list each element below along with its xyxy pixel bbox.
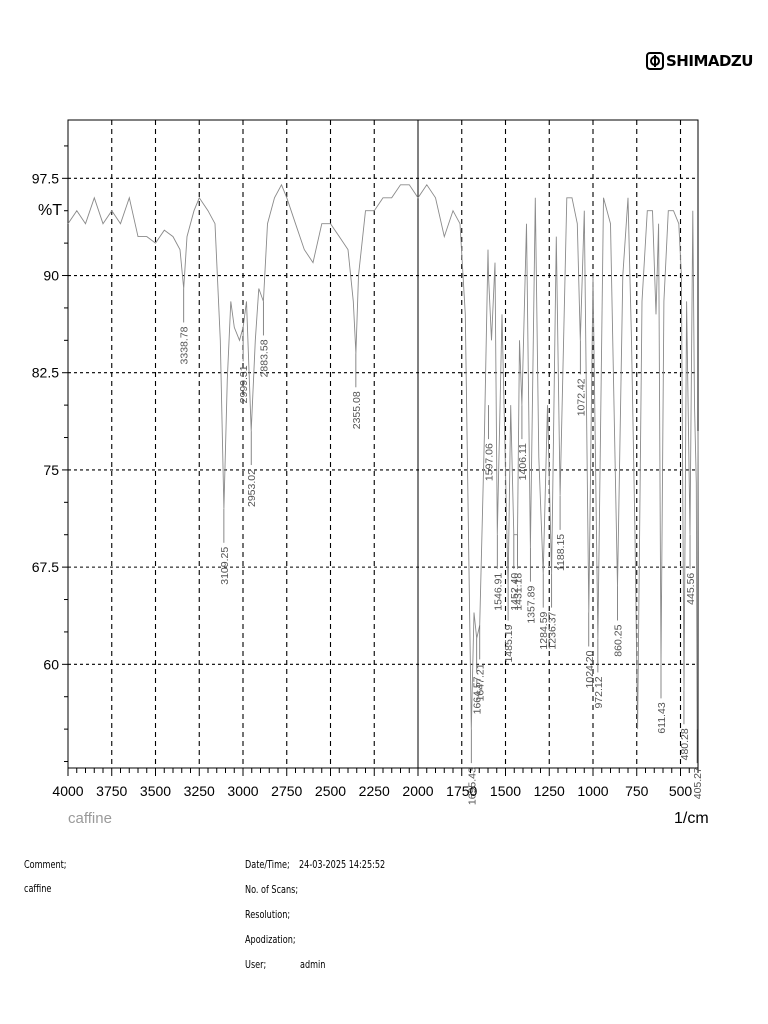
peak-label: 445.56 <box>685 573 697 605</box>
x-tick-label: 2750 <box>271 783 302 799</box>
x-tick-label: 3250 <box>184 783 215 799</box>
spectrum-trace <box>67 183 699 730</box>
peak-label: 1406.11 <box>517 443 529 480</box>
user-label: User; <box>245 958 267 971</box>
brand-name: SHIMADZU <box>666 52 753 70</box>
y-tick-label: 67.5 <box>32 559 59 575</box>
x-tick-label: 3750 <box>96 783 127 799</box>
peak-label: 1485.19 <box>503 624 515 662</box>
peak-label: 860.25 <box>612 624 624 656</box>
axis-ticks <box>62 145 699 776</box>
x-tick-label: 1750 <box>446 783 477 799</box>
peak-label: 3338.78 <box>179 326 191 364</box>
shimadzu-logo: SHIMADZU <box>646 50 753 72</box>
peak-label: 611.43 <box>656 702 668 733</box>
peak-label: 1236.37 <box>547 611 559 649</box>
x-tick-label: 2500 <box>315 783 346 799</box>
y-tick-label: 60 <box>43 656 59 672</box>
x-tick-label: 750 <box>625 783 649 799</box>
x-tick-label: 2000 <box>402 783 433 799</box>
peak-label: 1452.40 <box>509 573 521 611</box>
axis-labels: 60 67.5 75 82.5 90 97.5 4000 3750 3500 3250 3000 27… <box>32 170 693 799</box>
x-tick-label: 3500 <box>140 783 171 799</box>
comment-value: caffine <box>24 882 52 895</box>
peak-label: 480.28 <box>679 728 691 760</box>
peak-label: 2883.58 <box>258 339 270 377</box>
x-tick-label: 2250 <box>359 783 390 799</box>
shimadzu-logo-icon <box>646 52 664 70</box>
resolution-label: Resolution; <box>245 908 291 921</box>
comment-label: Comment; <box>24 858 67 871</box>
peak-label: 1664.57 <box>472 676 484 714</box>
x-axis-label: 1/cm <box>674 810 709 827</box>
x-tick-label: 1000 <box>577 783 608 799</box>
x-tick-label: 4000 <box>52 783 83 799</box>
chart-grid <box>68 120 698 768</box>
peak-label: 405.27 <box>692 767 704 799</box>
y-axis-label: %T <box>38 202 62 219</box>
y-tick-label: 97.5 <box>32 170 59 186</box>
y-tick-label: 90 <box>43 268 59 284</box>
peak-label: 1284.59 <box>538 611 550 649</box>
peak-label: 1072.42 <box>575 378 587 416</box>
peak-label: 2953.02 <box>246 469 258 507</box>
y-tick-label: 82.5 <box>32 365 59 381</box>
peak-label: 1188.15 <box>555 534 567 571</box>
peak-label: 2355.08 <box>351 391 363 429</box>
ir-spectrum-chart: 3338.78 3109.25 2999.31 2953.02 2883.58 2355.… <box>32 119 709 827</box>
user-value: admin <box>300 958 326 971</box>
x-tick-label: 3000 <box>227 783 258 799</box>
peak-label: 1647.21 <box>475 663 487 701</box>
datetime-value: 24-03-2025 14:25:52 <box>299 858 386 871</box>
peak-label: 1546.91 <box>492 573 504 611</box>
peak-label: 3109.25 <box>219 547 231 585</box>
peak-label: 1431.18 <box>513 573 525 611</box>
peak-label: 972.12 <box>593 676 605 708</box>
peak-label: 1695.43 <box>466 767 478 805</box>
datetime-label: Date/Time; <box>245 858 290 871</box>
spectrum-series <box>67 183 699 730</box>
x-tick-label: 1500 <box>490 783 521 799</box>
peak-label: 2999.31 <box>238 365 250 403</box>
peak-label: 1597.06 <box>484 443 496 481</box>
sample-label: caffine <box>68 810 112 827</box>
peak-label: 1357.89 <box>525 586 537 624</box>
scans-label: No. of Scans; <box>245 883 299 896</box>
apodization-label: Apodization; <box>245 933 296 946</box>
x-tick-label: 500 <box>669 783 693 799</box>
peak-annotations: 3338.78 3109.25 2999.31 2953.02 2883.58 2355.… <box>179 288 704 805</box>
y-tick-label: 75 <box>43 462 59 478</box>
peak-label: 1024.20 <box>584 650 596 688</box>
x-tick-label: 1250 <box>534 783 565 799</box>
